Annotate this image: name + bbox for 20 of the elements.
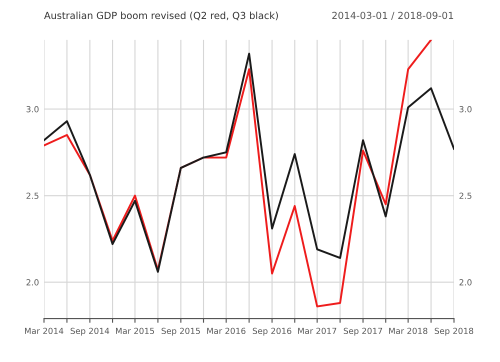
y-tick-label: 3.0 xyxy=(26,106,39,112)
x-tick-label: Sep 2018 xyxy=(434,328,474,336)
chart-title: Australian GDP boom revised (Q2 red, Q3 black) xyxy=(44,12,278,20)
x-tick-label: Sep 2016 xyxy=(252,328,292,336)
chart-subtitle: 2014-03-01 / 2018-09-01 xyxy=(332,12,454,20)
x-tick-label: Mar 2017 xyxy=(298,328,336,334)
x-tick-label: Sep 2014 xyxy=(70,328,110,336)
y-tick-label: 2.5 xyxy=(26,192,38,199)
x-tick-label: Mar 2016 xyxy=(207,328,246,334)
y2-tick-label: 2.0 xyxy=(459,279,472,286)
x-tick-label: Sep 2017 xyxy=(344,328,382,336)
x-tick-label: Mar 2014 xyxy=(25,328,64,334)
line-series xyxy=(44,40,432,308)
y-tick-label: 2.0 xyxy=(26,279,39,286)
x-tick-label: Sep 2015 xyxy=(162,328,200,336)
y2-tick-label: 3.0 xyxy=(459,106,472,112)
line-series xyxy=(44,52,454,273)
y2-tick-label: 2.5 xyxy=(459,192,472,199)
x-tick-label: Mar 2015 xyxy=(116,328,154,334)
x-tick-label: Mar 2018 xyxy=(389,328,428,334)
